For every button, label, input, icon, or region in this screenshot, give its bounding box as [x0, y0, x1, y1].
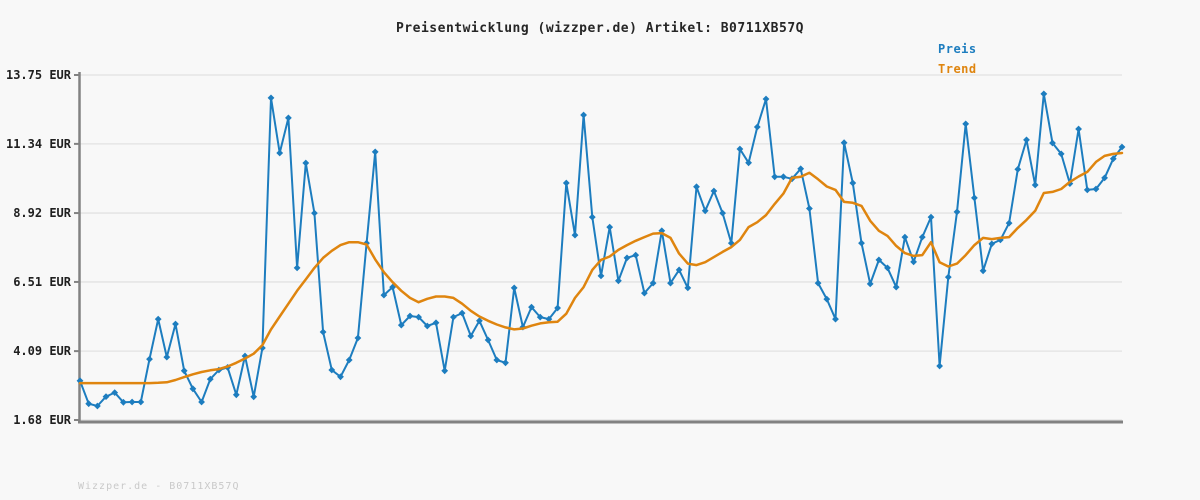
y-tick-label: 11.34 EUR [6, 137, 72, 151]
legend-item-trend: Trend [938, 62, 977, 76]
legend-item-preis: Preis [938, 42, 977, 56]
series-line-trend [78, 151, 1124, 385]
series-line-preis [79, 92, 1123, 407]
y-tick-label: 8.92 EUR [13, 206, 72, 220]
y-tick-label: 6.51 EUR [13, 275, 72, 289]
y-tick-label: 1.68 EUR [13, 413, 72, 427]
y-tick-label: 4.09 EUR [13, 344, 72, 358]
watermark-text: Wizzper.de - B0711XB57Q [78, 481, 240, 492]
chart-title: Preisentwicklung (wizzper.de) Artikel: B… [395, 21, 804, 36]
chart-legend: Preis Trend [938, 39, 977, 79]
y-tick-label: 13.75 EUR [6, 68, 72, 82]
